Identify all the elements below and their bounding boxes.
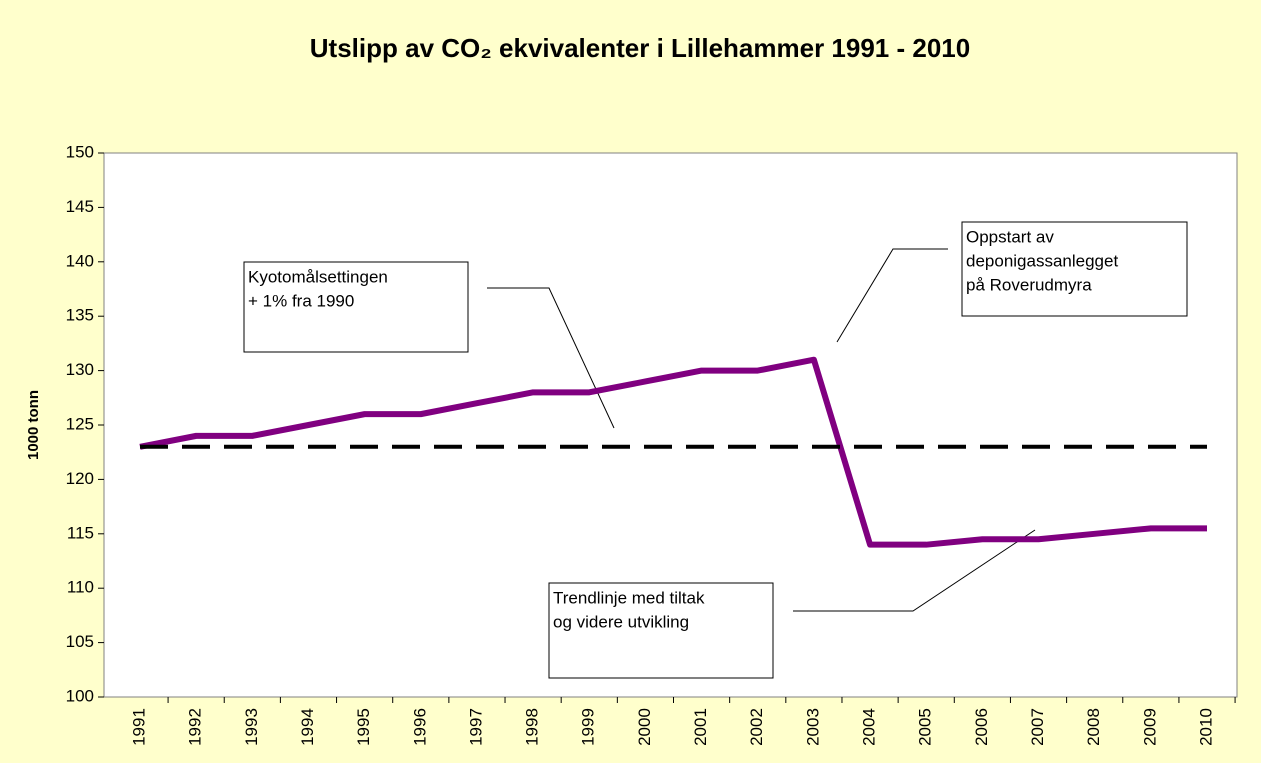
y-tick-label: 130 [66,360,94,379]
annotation-box [243,261,469,353]
data-line [139,356,1207,548]
x-tick-label: 1991 [129,708,148,746]
annotation-text: Kyotomålsettingen [248,267,388,286]
leader-line [836,248,948,343]
x-tick-label: 1999 [579,708,598,746]
x-tick-label: 2009 [1140,708,1159,746]
x-tick-label: 2001 [691,708,710,746]
x-tick-label: 2003 [803,708,822,746]
x-tick-label: 1993 [242,708,261,746]
x-tick-label: 2000 [635,708,654,746]
y-tick-label: 115 [67,523,94,542]
annotation-text: og videre utvikling [553,612,689,631]
annotation-text: Oppstart av [966,227,1054,246]
y-tick-label: 125 [66,414,94,433]
annotation-text: deponigassanlegget [966,251,1118,270]
y-axis-label: 1000 tonn [25,390,42,460]
y-tick-label: 135 [66,306,94,325]
annotation-text: på Roverudmyra [966,275,1092,294]
x-tick-label: 1995 [354,708,373,746]
y-tick-label: 140 [66,251,94,270]
x-tick-label: 1997 [466,708,485,746]
annotation-box [961,221,1188,317]
leader-line [793,529,1036,612]
x-tick-label: 2010 [1196,708,1215,746]
annotation-leaders [487,248,1036,612]
x-tick-label: 1992 [186,708,205,746]
x-tick-label: 2008 [1084,708,1103,746]
x-tick-label: 1996 [410,708,429,746]
y-tick-label: 105 [66,632,94,651]
annotation-text: + 1% fra 1990 [248,291,354,310]
x-tick-label: 2005 [916,708,935,746]
x-tick-label: 1994 [298,708,317,746]
y-tick-label: 100 [66,686,94,705]
chart-title: Utslipp av CO₂ ekvivalenter i Lillehamme… [310,33,970,63]
annotation-text: Trendlinje med tiltak [553,588,705,607]
x-tick-label: 2002 [747,708,766,746]
y-tick-label: 120 [66,469,94,488]
annotation-box [548,582,774,679]
y-tick-label: 110 [67,578,94,597]
leader-line [487,287,615,429]
x-tick-label: 1998 [523,708,542,746]
x-tick-label: 2004 [860,708,879,746]
x-tick-label: 2007 [1028,708,1047,746]
x-tick-label: 2006 [972,708,991,746]
y-tick-label: 145 [66,197,94,216]
y-tick-label: 150 [66,142,94,161]
